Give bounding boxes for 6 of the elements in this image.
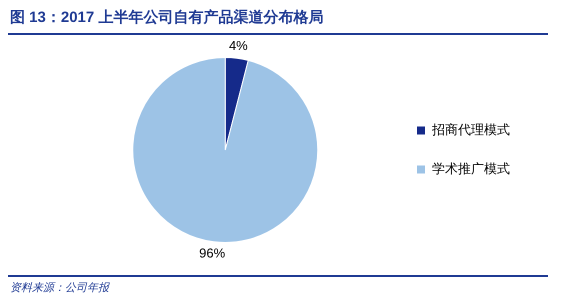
data-label: 96% [199, 245, 226, 260]
data-label: 4% [228, 38, 248, 53]
text: 资料来源：公司年报 [10, 281, 109, 295]
legend-label: 招商代理模式 [431, 122, 510, 138]
legend-label: 学术推广模式 [432, 161, 510, 176]
chart-title: 图 13：2017 上半年公司自有产品渠道分布格局 [10, 8, 324, 27]
